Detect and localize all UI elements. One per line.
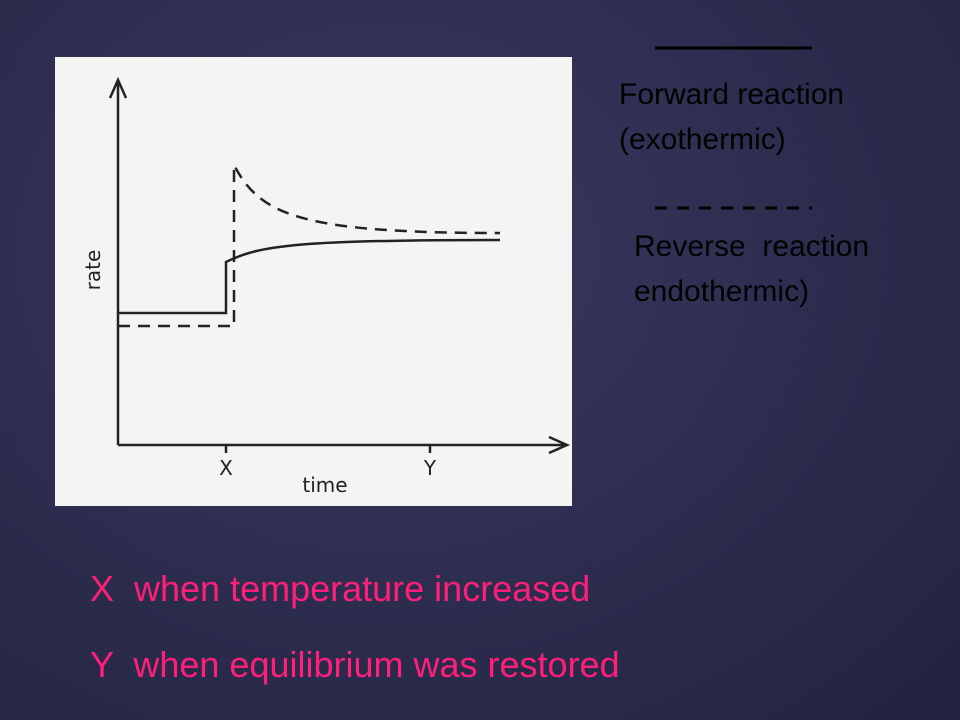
note: Y when equilibrium was restored <box>90 644 620 685</box>
graph-image <box>55 57 572 506</box>
marker-label: X <box>219 456 233 480</box>
axis-label: time <box>302 473 347 497</box>
x-arrow <box>548 435 571 455</box>
legend-text: (exothermic) <box>619 123 786 156</box>
marker-label: Y <box>423 456 437 480</box>
axis-label: rate <box>81 250 105 291</box>
reverse-curve <box>118 164 501 328</box>
forward-curve <box>118 238 501 315</box>
legend-text: Forward reaction <box>619 78 845 111</box>
note: X when temperature increased <box>90 568 591 609</box>
legend-text: Reverse reaction <box>634 230 870 263</box>
y-arrow <box>108 76 128 99</box>
legend-text: endothermic) <box>634 275 810 308</box>
